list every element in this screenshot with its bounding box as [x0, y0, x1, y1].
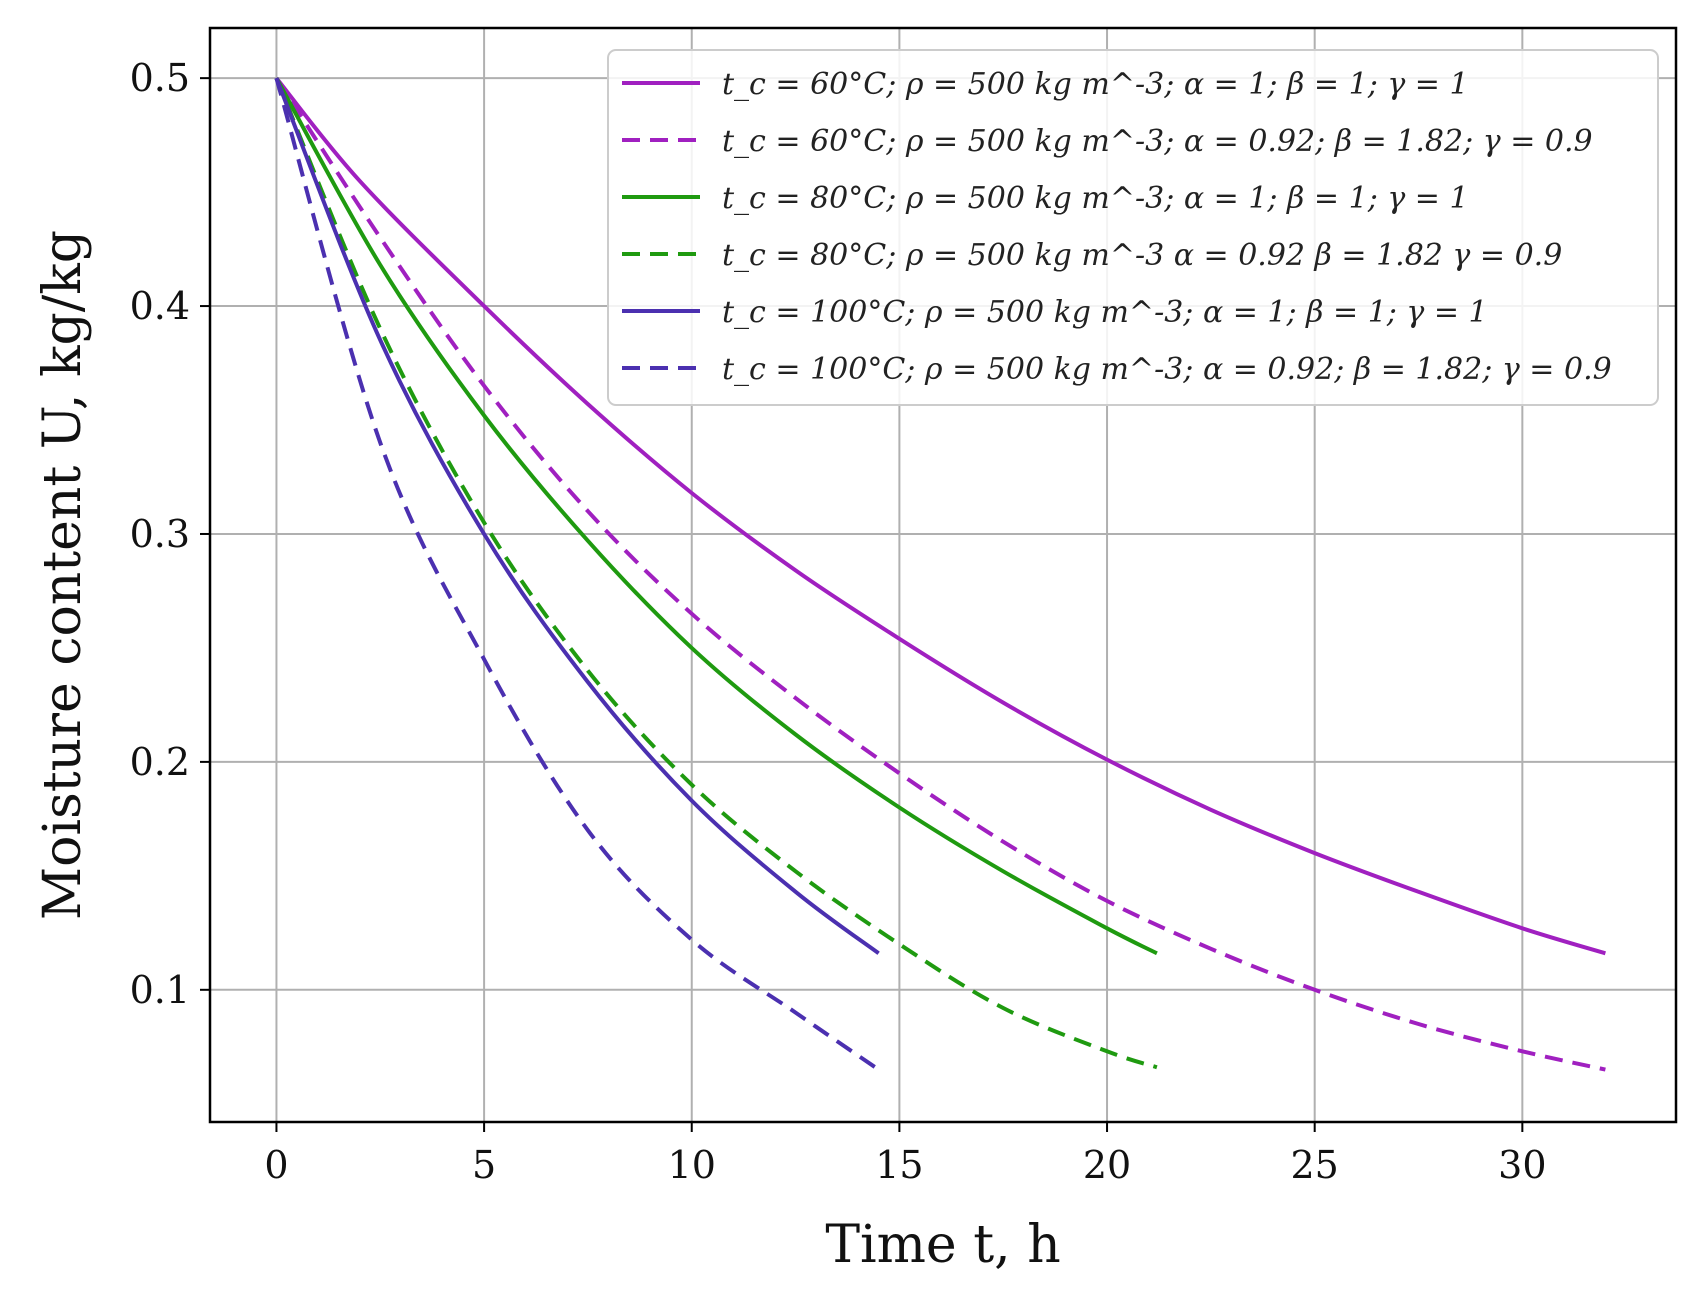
x-tick-label: 20	[1083, 1143, 1131, 1187]
series-line-1	[274, 76, 1606, 956]
y-tick-label: 0.5	[130, 56, 190, 100]
plot-frame	[208, 26, 1678, 1124]
legend-entry: t_c = 80°C; ρ = 500 kg m^-3; α = 1; β = …	[722, 181, 1469, 216]
legend-box	[607, 49, 1659, 406]
y-tick-label: 0.2	[130, 740, 190, 784]
legend-entry: t_c = 60°C; ρ = 500 kg m^-3; α = 1; β = …	[722, 67, 1469, 102]
series-line-4	[274, 77, 1158, 1070]
series-line-6	[274, 77, 880, 1072]
x-tick-label: 25	[1291, 1143, 1339, 1187]
x-axis-label: Time t, h	[825, 1215, 1060, 1275]
legend-entry: t_c = 100°C; ρ = 500 kg m^-3; α = 1; β =…	[722, 295, 1488, 330]
y-tick-label: 0.1	[130, 968, 190, 1012]
y-tick-label: 0.3	[130, 512, 190, 556]
series-group	[274, 76, 1606, 1072]
legend-entry: t_c = 100°C; ρ = 500 kg m^-3; α = 0.92; …	[722, 352, 1612, 387]
x-tick-label: 30	[1498, 1143, 1546, 1187]
legend-entry: t_c = 60°C; ρ = 500 kg m^-3; α = 0.92; β…	[722, 124, 1593, 159]
x-tick-label: 0	[264, 1143, 288, 1187]
legend-entry: t_c = 80°C; ρ = 500 kg m^-3 α = 0.92 β =…	[722, 238, 1562, 273]
x-tick-label: 15	[875, 1143, 923, 1187]
y-tick-label: 0.4	[130, 284, 190, 328]
series-line-5	[274, 77, 880, 955]
x-tick-label: 5	[472, 1143, 496, 1187]
tick-group: 0 5 10 15 20 25 30 0.1 0.2 0.3 0.4 0.5	[130, 56, 1547, 1187]
series-line-3	[274, 77, 1158, 956]
legend: t_c = 60°C; ρ = 500 kg m^-3; α = 1; β = …	[607, 49, 1659, 406]
y-axis-label: Moisture content U, kg/kg	[33, 230, 93, 920]
x-tick-label: 10	[668, 1143, 716, 1187]
